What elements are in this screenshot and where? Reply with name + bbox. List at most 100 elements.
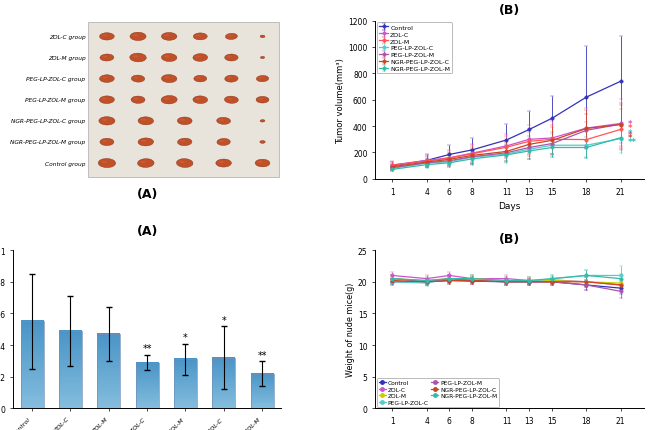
Text: Control group: Control group (45, 161, 85, 166)
Ellipse shape (102, 141, 107, 142)
Ellipse shape (133, 35, 138, 37)
Text: **: ** (627, 138, 636, 147)
Ellipse shape (99, 34, 114, 41)
Ellipse shape (217, 139, 230, 146)
FancyBboxPatch shape (88, 23, 279, 178)
Ellipse shape (140, 161, 146, 163)
Text: NGR-PEG-LP-ZOL-M group: NGR-PEG-LP-ZOL-M group (10, 140, 85, 145)
Ellipse shape (219, 120, 224, 121)
Text: (A): (A) (136, 225, 158, 238)
Ellipse shape (102, 77, 107, 79)
Ellipse shape (100, 139, 114, 146)
Ellipse shape (216, 118, 231, 125)
Ellipse shape (101, 161, 107, 163)
Text: *: * (222, 315, 226, 325)
Ellipse shape (131, 97, 145, 104)
Y-axis label: Weight of nude mice(g): Weight of nude mice(g) (346, 283, 355, 377)
Ellipse shape (101, 120, 107, 121)
Ellipse shape (99, 117, 115, 126)
Text: *: * (627, 124, 632, 132)
Ellipse shape (261, 121, 263, 122)
Ellipse shape (226, 34, 237, 40)
Ellipse shape (164, 98, 170, 100)
Ellipse shape (134, 78, 138, 79)
Text: (B): (B) (499, 233, 520, 246)
Ellipse shape (260, 36, 265, 39)
Ellipse shape (102, 35, 107, 37)
Ellipse shape (131, 76, 145, 83)
Ellipse shape (180, 120, 185, 121)
Ellipse shape (256, 97, 269, 104)
Ellipse shape (196, 78, 201, 79)
Ellipse shape (141, 120, 146, 121)
Ellipse shape (256, 76, 268, 83)
Ellipse shape (193, 55, 207, 62)
Ellipse shape (257, 162, 263, 163)
Ellipse shape (161, 96, 177, 104)
Text: PEG-LP-ZOL-M group: PEG-LP-ZOL-M group (25, 98, 85, 103)
Ellipse shape (227, 98, 231, 100)
Text: ZOL-M group: ZOL-M group (47, 56, 85, 61)
Text: (A): (A) (136, 187, 158, 200)
Ellipse shape (161, 34, 177, 41)
Text: **: ** (257, 350, 267, 360)
Text: *: * (183, 332, 188, 343)
Ellipse shape (103, 57, 107, 58)
Ellipse shape (180, 141, 185, 142)
Y-axis label: Tumor volume(mm³): Tumor volume(mm³) (337, 58, 345, 143)
Text: *: * (627, 131, 632, 140)
Ellipse shape (227, 78, 231, 79)
Ellipse shape (224, 97, 239, 104)
Text: (B): (B) (499, 4, 520, 17)
Ellipse shape (133, 56, 138, 58)
Ellipse shape (138, 138, 153, 147)
Ellipse shape (260, 120, 265, 123)
Ellipse shape (102, 98, 107, 100)
Legend: Control, ZOL-C, ZOL-M, PEG-LP-ZOL-C, PEG-LP-ZOL-M, NGR-PEG-LP-ZOL-C, NGR-PEG-LP-: Control, ZOL-C, ZOL-M, PEG-LP-ZOL-C, PEG… (377, 23, 452, 74)
Text: **: ** (142, 344, 152, 353)
X-axis label: Days: Days (498, 202, 521, 211)
Ellipse shape (161, 75, 177, 83)
Ellipse shape (177, 118, 192, 126)
Ellipse shape (164, 56, 170, 58)
Text: *: * (627, 128, 632, 137)
Ellipse shape (225, 76, 238, 83)
Text: *: * (627, 120, 632, 129)
Ellipse shape (138, 159, 154, 168)
Ellipse shape (194, 76, 207, 83)
Ellipse shape (141, 141, 146, 142)
Ellipse shape (133, 98, 138, 100)
Ellipse shape (177, 139, 192, 146)
Legend: Control, ZOL-C, ZOL-M, PEG-LP-ZOL-C, PEG-LP-ZOL-M, NGR-PEG-LP-ZOL-C, NGR-PEG-LP-: Control, ZOL-C, ZOL-M, PEG-LP-ZOL-C, PEG… (377, 378, 499, 407)
Ellipse shape (99, 76, 114, 83)
Ellipse shape (196, 98, 201, 100)
Ellipse shape (260, 141, 265, 144)
Ellipse shape (259, 78, 263, 79)
Ellipse shape (227, 57, 232, 58)
Ellipse shape (130, 33, 146, 41)
Ellipse shape (100, 55, 114, 62)
Ellipse shape (99, 97, 114, 104)
Ellipse shape (196, 36, 201, 37)
Ellipse shape (179, 161, 185, 163)
Ellipse shape (193, 34, 207, 41)
Text: ZOL-C group: ZOL-C group (49, 35, 85, 40)
Ellipse shape (218, 162, 224, 163)
Text: PEG-LP-ZOL-C group: PEG-LP-ZOL-C group (26, 77, 85, 82)
Ellipse shape (258, 99, 263, 100)
Ellipse shape (164, 35, 170, 37)
Ellipse shape (255, 160, 270, 168)
Ellipse shape (261, 57, 265, 59)
Text: NGR-PEG-LP-ZOL-C group: NGR-PEG-LP-ZOL-C group (11, 119, 85, 124)
Ellipse shape (216, 160, 231, 168)
Ellipse shape (98, 159, 116, 168)
Ellipse shape (164, 77, 170, 79)
Ellipse shape (138, 117, 153, 126)
Text: *: * (627, 134, 632, 143)
Ellipse shape (219, 141, 224, 142)
Ellipse shape (176, 159, 193, 168)
Ellipse shape (227, 36, 231, 37)
Ellipse shape (225, 55, 238, 62)
Ellipse shape (193, 97, 207, 104)
Ellipse shape (196, 56, 201, 58)
